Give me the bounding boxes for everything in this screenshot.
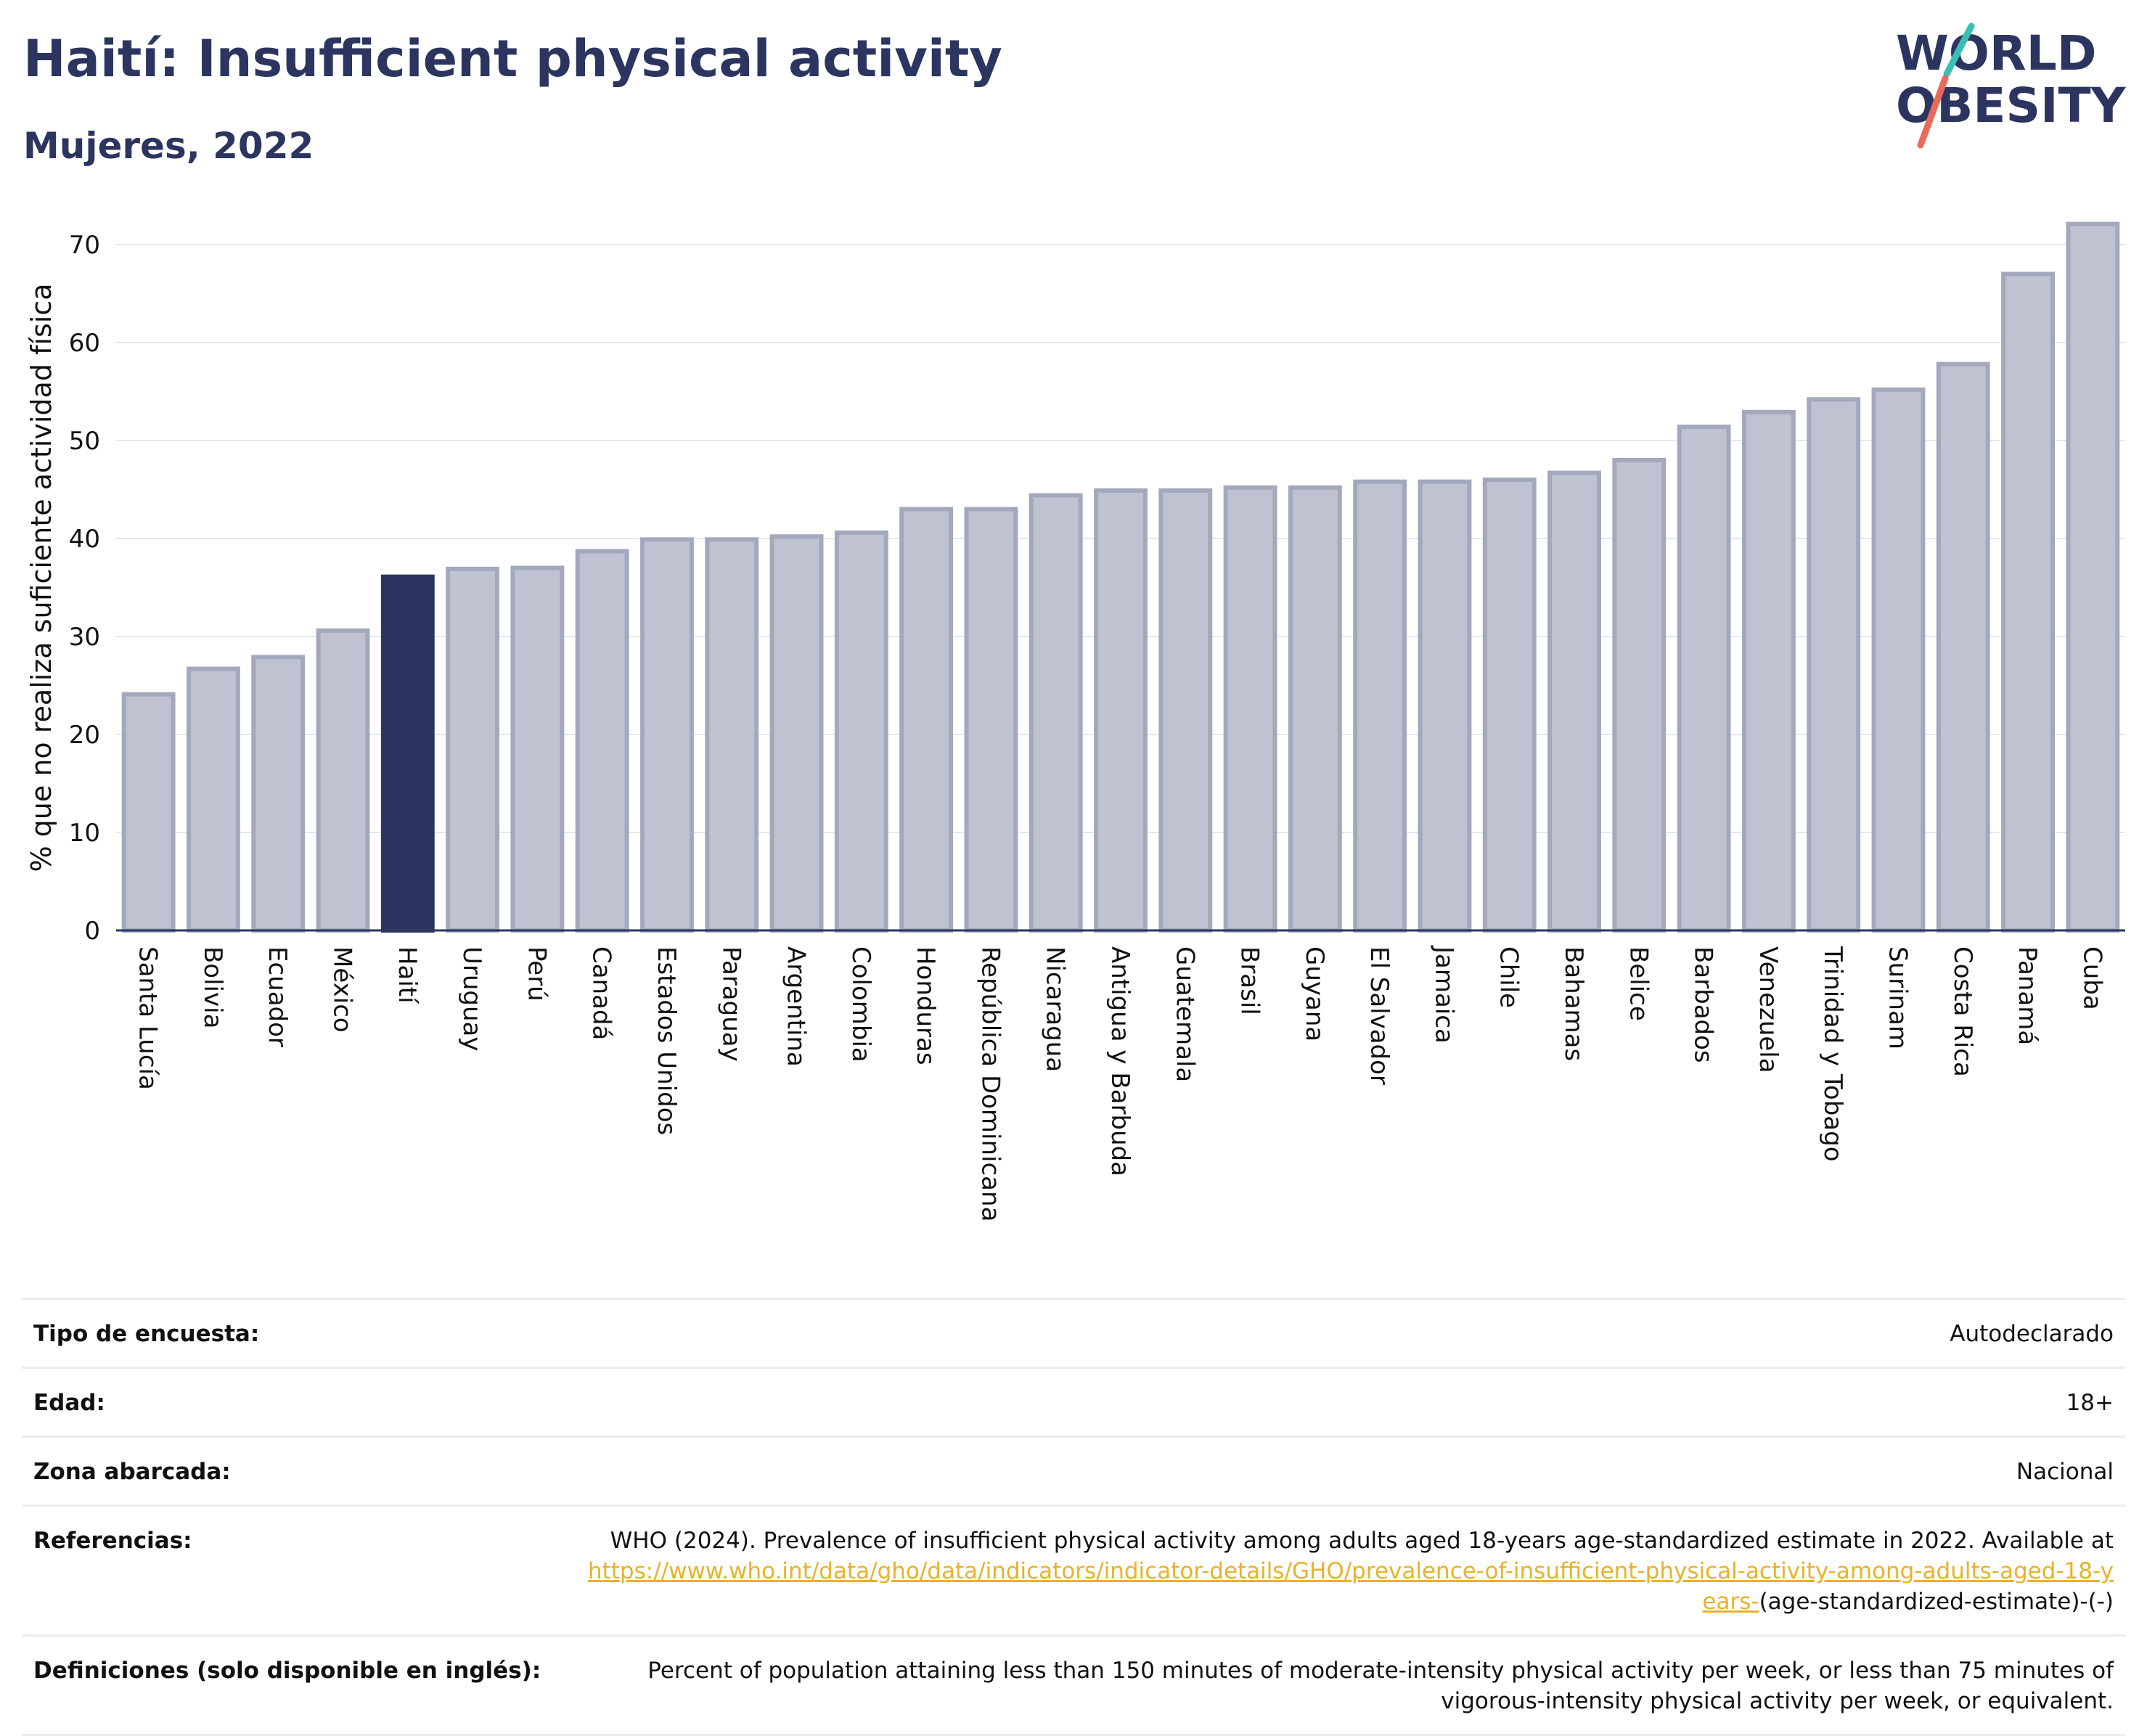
x-tick-label: Cuba bbox=[2077, 946, 2106, 1010]
x-tick-label: Haití bbox=[393, 946, 422, 1004]
x-tick-label: Belice bbox=[1624, 946, 1653, 1021]
meta-row-age: Edad: 18+ bbox=[22, 1367, 2125, 1436]
bar bbox=[640, 537, 694, 933]
bar-chart: 0 10 20 30 40 50 60 70 Santa Lucía Bolivia Ecuador… bbox=[25, 221, 2125, 1221]
meta-row-references: Referencias: WHO (2024). Prevalence of i… bbox=[22, 1504, 2125, 1634]
x-tick-label: Colombia bbox=[846, 946, 875, 1063]
y-tick-label: 30 bbox=[69, 623, 100, 652]
bar bbox=[251, 655, 306, 933]
bar bbox=[705, 537, 759, 933]
meta-value: Nacional bbox=[2016, 1459, 2114, 1485]
bar bbox=[769, 534, 824, 933]
y-tick-label: 0 bbox=[84, 917, 100, 946]
x-tick-label: Guyana bbox=[1300, 946, 1329, 1041]
x-tick-label: Uruguay bbox=[457, 946, 486, 1052]
bar bbox=[2001, 271, 2055, 933]
meta-label: Referencias: bbox=[33, 1528, 192, 1554]
bar bbox=[2066, 221, 2120, 933]
x-tick-label: Trinidad y Tobago bbox=[1818, 946, 1847, 1162]
bar bbox=[1482, 478, 1537, 933]
x-tick-label: Argentina bbox=[782, 946, 811, 1067]
logo-line-1: WORLD bbox=[1896, 25, 2097, 81]
meta-value: Autodeclarado bbox=[1950, 1321, 2114, 1347]
bar bbox=[1288, 485, 1342, 933]
x-tick-label: Panamá bbox=[2013, 946, 2042, 1045]
x-tick-label: República Dominicana bbox=[976, 946, 1005, 1221]
x-tick-label: Bahamas bbox=[1559, 946, 1588, 1061]
x-tick-label: Chile bbox=[1494, 946, 1524, 1008]
y-tick-label: 50 bbox=[69, 427, 100, 456]
meta-value: WHO (2024). Prevalence of insufficient p… bbox=[585, 1526, 2114, 1617]
bar bbox=[899, 507, 954, 933]
bar bbox=[1612, 458, 1667, 933]
y-tick-label: 40 bbox=[69, 525, 100, 554]
chart-subtitle: Mujeres, 2022 bbox=[23, 125, 314, 167]
x-tick-label: Antigua y Barbuda bbox=[1105, 946, 1134, 1176]
bar bbox=[510, 565, 565, 933]
y-tick-label: 10 bbox=[69, 819, 100, 848]
meta-row-coverage: Zona abarcada: Nacional bbox=[22, 1436, 2125, 1504]
bar bbox=[1094, 488, 1148, 933]
tick-labels: 0 10 20 30 40 50 60 70 Santa Lucía Bolivia Ecuador… bbox=[69, 231, 2107, 1221]
x-tick-label: Costa Rica bbox=[1948, 946, 1977, 1077]
bar bbox=[121, 692, 176, 933]
reference-suffix: (age-standardized-estimate)-(-) bbox=[1759, 1589, 2114, 1615]
x-tick-label: Jamaica bbox=[1429, 945, 1458, 1044]
y-tick-label: 70 bbox=[69, 231, 100, 260]
bar bbox=[1741, 409, 1796, 933]
bar bbox=[1547, 470, 1601, 933]
metadata-table: Tipo de encuesta: Autodeclarado Edad: 18… bbox=[22, 1298, 2125, 1736]
bar bbox=[1223, 485, 1277, 933]
x-tick-label: Ecuador bbox=[263, 946, 292, 1047]
meta-label: Edad: bbox=[33, 1390, 105, 1416]
logo-slash-red bbox=[1917, 75, 1949, 149]
x-tick-label: Venezuela bbox=[1754, 946, 1783, 1073]
world-obesity-logo: WORLD OBESITY bbox=[1896, 22, 2127, 149]
bar-highlight bbox=[380, 574, 435, 933]
x-tick-label: Guatemala bbox=[1170, 946, 1199, 1082]
x-tick-label: Santa Lucía bbox=[134, 946, 163, 1090]
meta-label: Tipo de encuesta: bbox=[33, 1321, 260, 1347]
x-tick-label: Nicaragua bbox=[1041, 946, 1070, 1072]
bar bbox=[1677, 425, 1731, 933]
x-tick-label: Bolivia bbox=[198, 946, 227, 1028]
x-tick-label: Perú bbox=[522, 946, 551, 1002]
bar bbox=[316, 628, 370, 933]
bar bbox=[575, 549, 629, 933]
bar bbox=[964, 507, 1018, 933]
y-tick-label: 20 bbox=[69, 721, 100, 750]
x-tick-label: Canadá bbox=[587, 946, 616, 1040]
bar bbox=[187, 666, 240, 933]
chart-title: Haití: Insufficient physical activity bbox=[23, 29, 1002, 89]
bar bbox=[1158, 488, 1213, 933]
y-axis-label: % que no realiza suficiente actividad fí… bbox=[25, 284, 57, 872]
bar bbox=[834, 530, 888, 933]
bar bbox=[1936, 361, 1990, 933]
reference-text: WHO (2024). Prevalence of insufficient p… bbox=[610, 1528, 2114, 1554]
meta-value: 18+ bbox=[2066, 1390, 2114, 1416]
x-tick-label: México bbox=[328, 946, 357, 1033]
bar bbox=[1807, 397, 1861, 933]
logo-slash-teal bbox=[1943, 22, 1975, 78]
x-tick-label: Barbados bbox=[1689, 946, 1718, 1063]
bars bbox=[121, 221, 2120, 933]
y-tick-label: 60 bbox=[69, 329, 100, 358]
x-tick-label: Honduras bbox=[911, 946, 940, 1065]
meta-row-survey-type: Tipo de encuesta: Autodeclarado bbox=[22, 1298, 2125, 1367]
meta-label: Definiciones (solo disponible en inglés)… bbox=[33, 1658, 541, 1684]
x-tick-label: Surinam bbox=[1883, 946, 1912, 1049]
bar bbox=[1353, 479, 1407, 933]
x-tick-label: Brasil bbox=[1235, 946, 1264, 1015]
x-tick-label: Paraguay bbox=[716, 946, 745, 1062]
bar bbox=[1028, 493, 1083, 933]
reference-link[interactable]: https://www.who.int/data/gho/data/indica… bbox=[587, 1558, 2114, 1615]
x-tick-label: El Salvador bbox=[1365, 946, 1394, 1085]
meta-value: Percent of population attaining less tha… bbox=[647, 1658, 2114, 1714]
meta-label: Zona abarcada: bbox=[33, 1459, 231, 1485]
bar bbox=[1871, 387, 1926, 933]
meta-row-definitions: Definiciones (solo disponible en inglés)… bbox=[22, 1634, 2125, 1736]
bar bbox=[1418, 479, 1472, 933]
bar bbox=[446, 566, 500, 933]
x-tick-label: Estados Unidos bbox=[652, 946, 681, 1135]
